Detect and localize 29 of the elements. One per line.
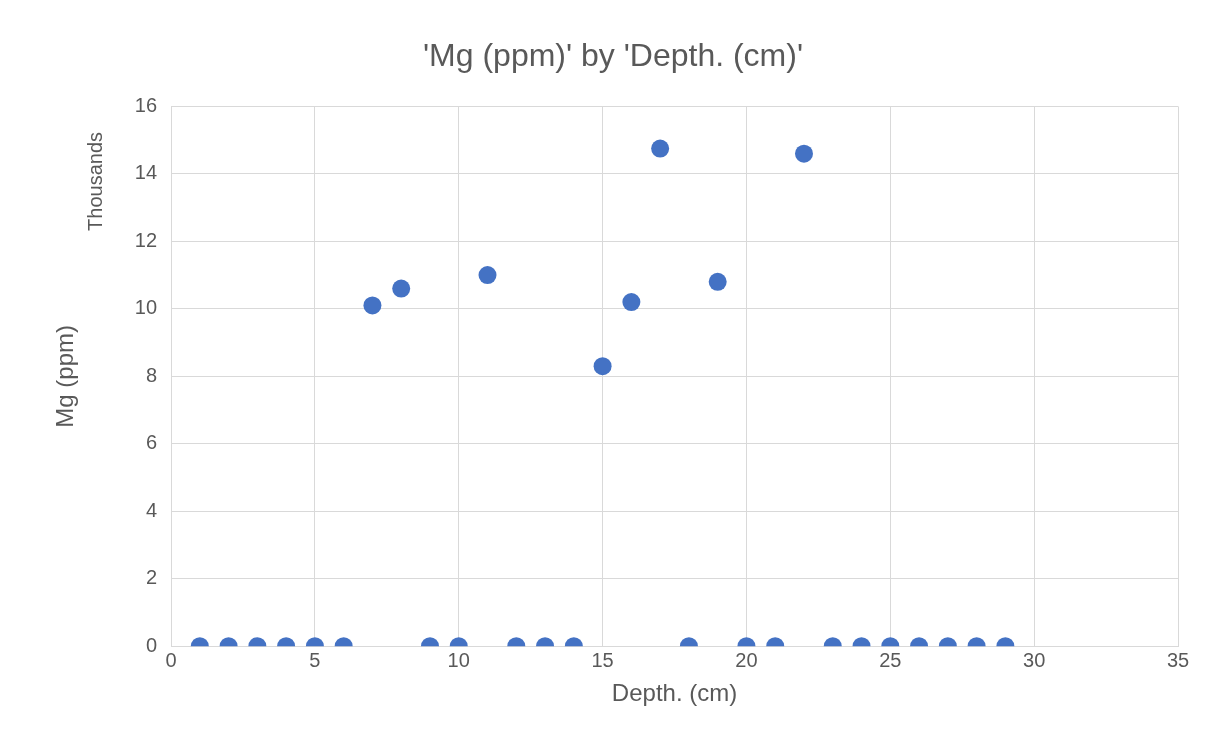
x-tick-label: 15 [591, 648, 614, 671]
y-tick-label: 14 [134, 161, 158, 184]
x-tick-label: 35 [1166, 648, 1190, 671]
chart-title: 'Mg (ppm)' by 'Depth. (cm)' [422, 37, 804, 74]
point [478, 266, 497, 285]
y-axis-title: Mg (ppm) [51, 324, 79, 428]
x-axis-title: Depth. (cm) [611, 679, 738, 707]
y-tick-label: 16 [134, 93, 158, 116]
x-tick-label: 30 [1023, 648, 1046, 671]
y-tick-label: 0 [145, 633, 158, 656]
x-tick-label: 0 [165, 648, 177, 671]
point [651, 139, 670, 158]
x-tick-label: 25 [879, 648, 902, 671]
point [794, 144, 813, 163]
point [593, 357, 612, 376]
point [392, 279, 411, 298]
y-tick-label: 6 [145, 431, 158, 454]
y-tick-label: 12 [134, 228, 158, 251]
x-tick-label: 20 [735, 648, 758, 671]
y-tick-label: 4 [145, 498, 158, 521]
x-tick-label: 10 [447, 648, 470, 671]
y-tick-label: 10 [134, 296, 158, 319]
y-tick-label: 2 [145, 566, 158, 589]
point [363, 296, 382, 315]
point [708, 272, 727, 291]
point [622, 293, 641, 312]
y-tick-label: 8 [145, 363, 158, 386]
text: Thousands [83, 131, 106, 231]
x-tick-label: 5 [309, 648, 321, 671]
